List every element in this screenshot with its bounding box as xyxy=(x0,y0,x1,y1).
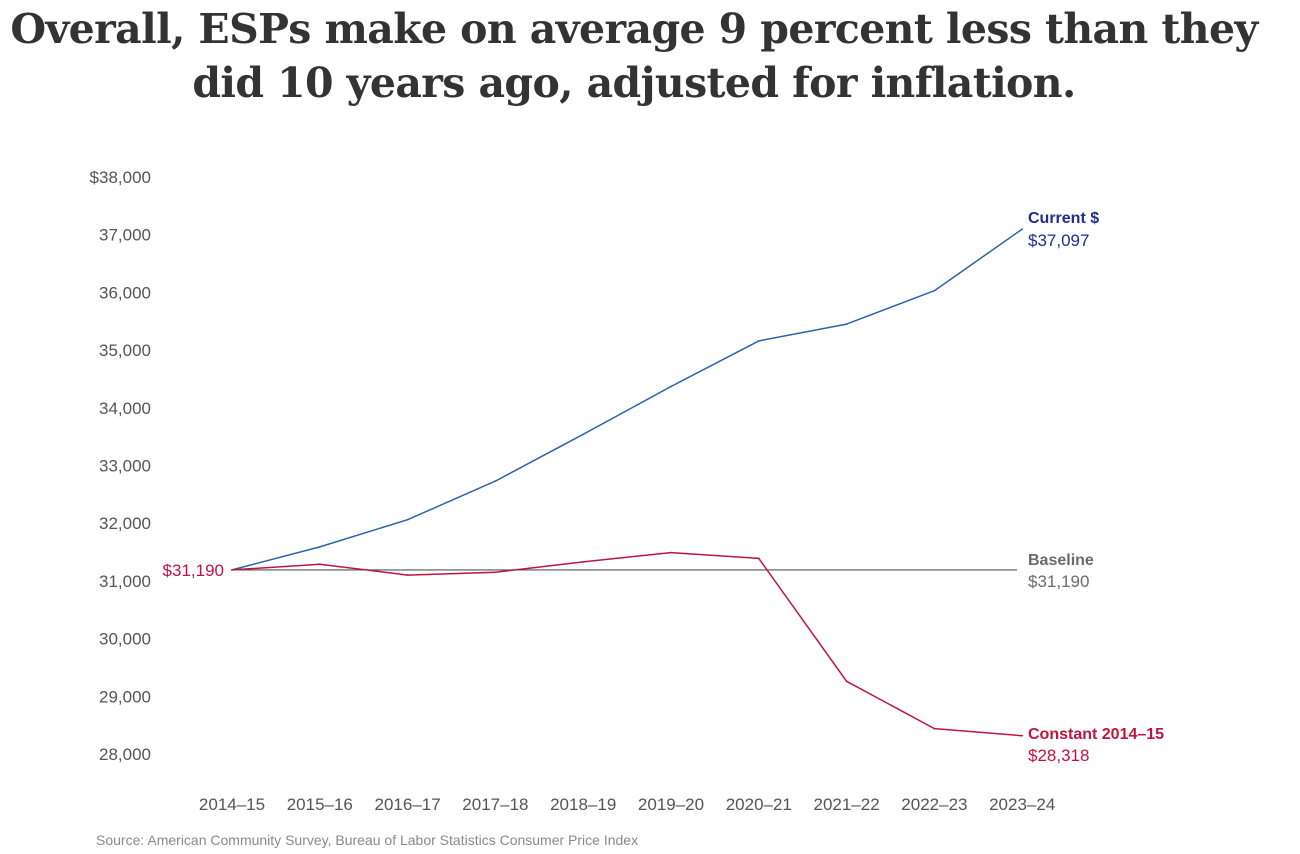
y-tick-label: 32,000 xyxy=(99,514,151,533)
baseline-name: Baseline xyxy=(1028,552,1094,569)
baseline-value: $31,190 xyxy=(1028,572,1089,591)
constant-data-point xyxy=(318,563,321,566)
y-tick-label: 28,000 xyxy=(99,745,151,764)
x-tick-label: 2017–18 xyxy=(462,795,528,814)
x-tick-label: 2020–21 xyxy=(726,795,792,814)
constant-data-point xyxy=(933,727,936,730)
current-end-value: $37,097 xyxy=(1028,231,1089,250)
x-tick-label: 2018–19 xyxy=(550,795,616,814)
current-data-point xyxy=(406,518,409,521)
start-value-label: $31,190 xyxy=(163,561,224,580)
x-tick-label: 2021–22 xyxy=(814,795,880,814)
y-tick-label: 36,000 xyxy=(99,283,151,302)
label-layer: Current $ $37,097 Baseline $31,190 Constant … xyxy=(163,210,1165,765)
series-layer xyxy=(231,228,1024,737)
current-data-point xyxy=(582,433,585,436)
current-data-point xyxy=(933,289,936,292)
current-data-point xyxy=(757,339,760,342)
y-tick-label: 37,000 xyxy=(99,226,151,245)
y-tick-label: 35,000 xyxy=(99,341,151,360)
current-data-point xyxy=(670,385,672,388)
current-data-point xyxy=(494,480,497,482)
y-axis: $38,000 37,000 36,000 35,000 34,000 33,000 32,… xyxy=(90,168,151,764)
constant-data-point xyxy=(494,571,497,574)
x-tick-label: 2022–23 xyxy=(901,795,967,814)
y-tick-label: 34,000 xyxy=(99,399,151,418)
y-tick-label: 29,000 xyxy=(99,687,151,706)
x-tick-label: 2014–15 xyxy=(199,795,265,814)
x-tick-label: 2016–17 xyxy=(375,795,441,814)
constant-end-value: $28,318 xyxy=(1028,746,1089,765)
current-series-line xyxy=(231,228,1023,571)
constant-data-point xyxy=(1021,734,1024,737)
constant-data-point xyxy=(757,557,760,560)
current-series-name: Current $ xyxy=(1028,210,1099,227)
current-data-point xyxy=(1021,228,1024,231)
constant-data-point xyxy=(582,560,585,563)
x-axis: 2014–15 2015–16 2016–17 2017–18 2018–19 2019–… xyxy=(199,795,1055,814)
y-tick-label: 33,000 xyxy=(99,457,151,476)
x-tick-label: 2015–16 xyxy=(287,795,353,814)
x-tick-label: 2023–24 xyxy=(989,795,1055,814)
constant-data-point xyxy=(231,569,233,571)
current-data-point xyxy=(845,323,848,326)
current-data-point xyxy=(318,545,321,548)
chart-title: Overall, ESPs make on average 9 percent … xyxy=(10,5,1258,107)
constant-data-point xyxy=(670,551,672,554)
constant-series-line xyxy=(231,551,1023,737)
x-tick-label: 2019–20 xyxy=(638,795,704,814)
y-tick-label: 31,000 xyxy=(99,572,151,591)
source-note: Source: American Community Survey, Burea… xyxy=(96,832,639,848)
constant-data-point xyxy=(406,574,409,577)
constant-data-point xyxy=(845,680,848,683)
constant-series-name: Constant 2014–15 xyxy=(1028,726,1164,743)
y-tick-label: $38,000 xyxy=(90,168,151,187)
y-tick-label: 30,000 xyxy=(99,630,151,649)
